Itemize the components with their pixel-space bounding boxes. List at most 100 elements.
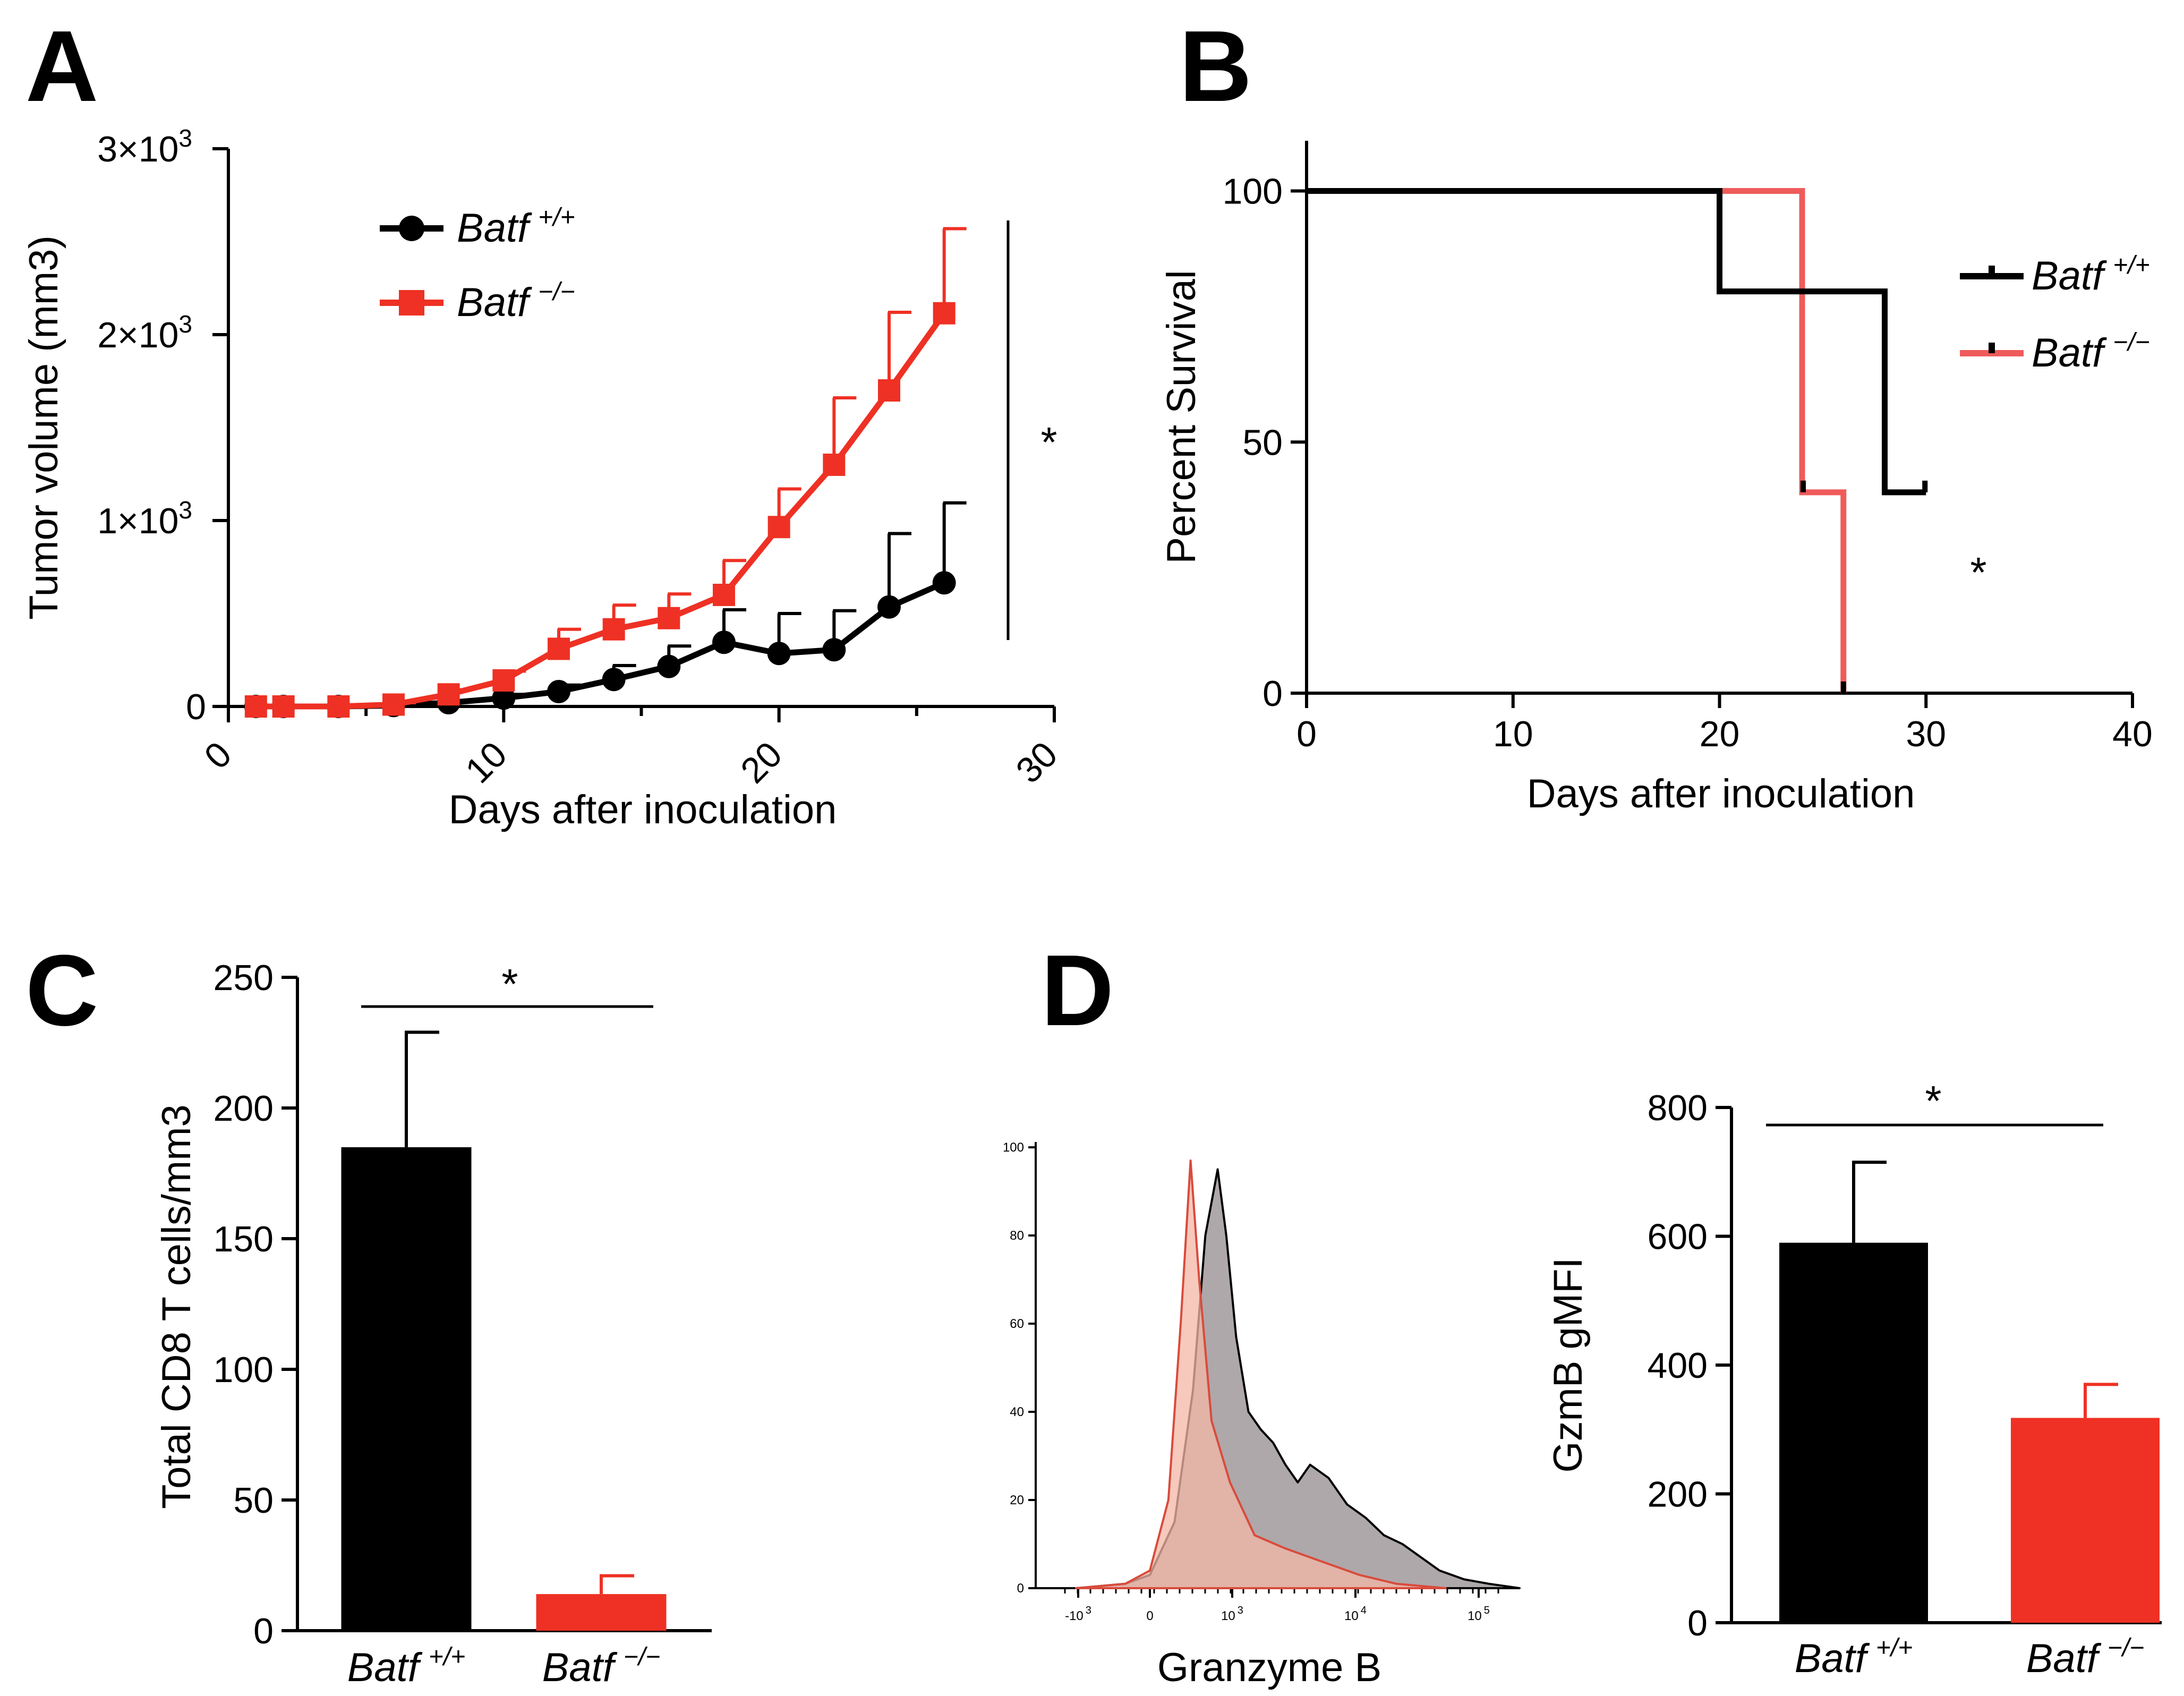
- panel-a-point-ko: [767, 516, 790, 539]
- panel-a-significance-star: *: [1040, 419, 1057, 466]
- panel-b-x-tick-label: 40: [2112, 714, 2153, 754]
- panel-a-point-ko: [327, 695, 350, 718]
- category-label: Batf +/+: [1795, 1634, 1913, 1681]
- panel-b-y-tick-label: 0: [1262, 674, 1283, 714]
- panel-a-y-tick-label: 1×103: [97, 496, 192, 541]
- panel-a-point-ko: [272, 695, 295, 718]
- hist-y-tick-label: 100: [1003, 1140, 1024, 1155]
- panel-label-c: C: [25, 934, 98, 1047]
- category-label: Batf +/+: [347, 1643, 466, 1690]
- bar-ko: [2011, 1418, 2160, 1623]
- panel-a-point-ko: [602, 618, 625, 641]
- panel-a-point-wt: [767, 642, 791, 666]
- panel-a-point-wt: [932, 571, 956, 595]
- bar-ko: [536, 1594, 667, 1631]
- panel-a-point-wt: [712, 630, 736, 654]
- panel-b-y-label: Percent Survival: [1159, 270, 1204, 564]
- y-tick-label: 600: [1648, 1217, 1708, 1257]
- hist-wt-area: [1074, 1168, 1521, 1589]
- panel-a-point-ko: [382, 693, 405, 716]
- panel-a-y-label: Tumor volume (mm3): [21, 235, 66, 619]
- hist-y-tick-label: 0: [1017, 1581, 1024, 1596]
- legend-b-label-wt: Batf +/+: [2032, 251, 2150, 299]
- category-label: Batf −/−: [2026, 1634, 2145, 1681]
- y-tick-label: 800: [1648, 1088, 1708, 1128]
- panel-b-significance-star: *: [1970, 549, 1986, 596]
- hist-y-tick-label: 20: [1010, 1493, 1024, 1507]
- panel-a-point-wt: [547, 680, 570, 703]
- legend-a-label-ko: Batf −/−: [457, 278, 575, 325]
- bar-wt: [1779, 1242, 1928, 1623]
- panel-a-y-tick-label: 0: [186, 687, 206, 727]
- panel-a-point-ko: [878, 379, 900, 402]
- panel-b-survival-wt: [1307, 188, 1926, 496]
- category-label: Batf −/−: [542, 1643, 661, 1690]
- panel-a-point-ko: [933, 302, 956, 325]
- hist-y-tick-label: 80: [1010, 1229, 1024, 1243]
- panel-b-x-tick-label: 10: [1493, 714, 1533, 754]
- bar-wt: [341, 1147, 472, 1631]
- panel-a-point-wt: [492, 686, 516, 710]
- panel-d-significance-star: *: [1925, 1077, 1941, 1124]
- panel-a-point-wt: [657, 654, 681, 678]
- hist-x-tick-label: 10 3: [1221, 1605, 1243, 1623]
- panel-b-survival-ko: [1719, 188, 1847, 693]
- legend-a-marker-ko: [399, 290, 424, 316]
- y-tick-label: 200: [214, 1088, 274, 1129]
- panel-a-point-wt: [877, 595, 901, 619]
- panel-label-d: D: [1041, 934, 1114, 1047]
- panel-label-a: A: [25, 10, 98, 123]
- panel-a-y-tick-label: 2×103: [97, 310, 192, 355]
- panel-b-x-tick-label: 0: [1296, 714, 1317, 754]
- y-tick-label: 200: [1648, 1475, 1708, 1515]
- panel-a-point-ko: [658, 607, 680, 629]
- panel-c-y-label: Total CD8 T cells/mm3: [154, 1104, 199, 1509]
- panel-b-survival: 0 50 100 0 10 20 30 40 Percent Survival Days a…: [1159, 141, 2153, 816]
- panel-a-x-label: Days after inoculation: [449, 787, 837, 832]
- panel-a-point-wt: [602, 668, 626, 692]
- y-tick-label: 250: [214, 958, 274, 998]
- hist-x-tick-label: 10 4: [1344, 1605, 1367, 1623]
- y-tick-label: 0: [253, 1611, 274, 1651]
- hist-y-tick-label: 60: [1010, 1317, 1024, 1331]
- panel-d-histogram: 0 20 40 60 80 100 -10 3 0 10 3 10 4 10 5 Granzyme B: [1003, 1140, 1521, 1690]
- y-tick-label: 400: [1648, 1345, 1708, 1386]
- panel-a-point-ko: [713, 584, 735, 606]
- y-tick-label: 100: [214, 1350, 274, 1390]
- legend-a-label-wt: Batf +/+: [457, 203, 575, 251]
- legend-b-label-ko: Batf −/−: [2032, 328, 2150, 376]
- panel-b-y-tick-label: 100: [1223, 172, 1283, 212]
- panel-b-y-tick-label: 50: [1242, 422, 1283, 463]
- panel-a-x-tick-label: 0: [197, 734, 239, 777]
- panel-a-point-ko: [244, 695, 267, 718]
- panel-a-x-tick-label: 20: [733, 734, 790, 791]
- hist-ko-area: [1074, 1159, 1447, 1589]
- panel-a-point-ko: [437, 683, 460, 706]
- y-tick-label: 50: [233, 1480, 274, 1521]
- panel-c-cd8-bars: 0 50 100 150 200 250 Total CD8 T cells/mm3 Ba…: [154, 958, 712, 1690]
- hist-x-tick-label: 0: [1146, 1609, 1153, 1623]
- panel-b-legend: Batf +/+ Batf −/−: [1960, 251, 2150, 376]
- panel-a-point-ko: [548, 637, 570, 660]
- panel-b-x-tick-label: 20: [1700, 714, 1740, 754]
- panel-a-tumor-volume: 0 1×103 2×103 3×103 0 10 20 30 Tumor volume (m…: [21, 124, 1065, 832]
- panel-a-x-tick-label: 10: [458, 734, 515, 791]
- panel-d-gzmb-bars: 0 200 400 600 800 GzmB gMFI Batf +/+ Batf −/− *: [1546, 1077, 2162, 1681]
- panel-a-y-tick-label: 3×103: [97, 124, 192, 169]
- y-tick-label: 0: [1687, 1603, 1708, 1643]
- panel-b-x-tick-label: 30: [1906, 714, 1946, 754]
- panel-a-point-wt: [822, 638, 846, 662]
- panel-b-x-label: Days after inoculation: [1527, 771, 1915, 816]
- panel-label-b: B: [1179, 10, 1252, 123]
- hist-x-tick-label: -10 3: [1065, 1605, 1091, 1623]
- legend-a-marker-wt: [399, 216, 424, 241]
- panel-c-significance-star: *: [501, 960, 518, 1008]
- hist-x-tick-label: 10 5: [1468, 1605, 1490, 1623]
- panel-a-point-ko: [823, 454, 846, 476]
- panel-a-legend: Batf +/+ Batf −/−: [380, 203, 575, 325]
- panel-d-hist-x-label: Granzyme B: [1157, 1645, 1381, 1690]
- panel-a-x-tick-label: 30: [1008, 734, 1065, 791]
- panel-a-point-ko: [492, 669, 515, 692]
- y-tick-label: 150: [214, 1219, 274, 1259]
